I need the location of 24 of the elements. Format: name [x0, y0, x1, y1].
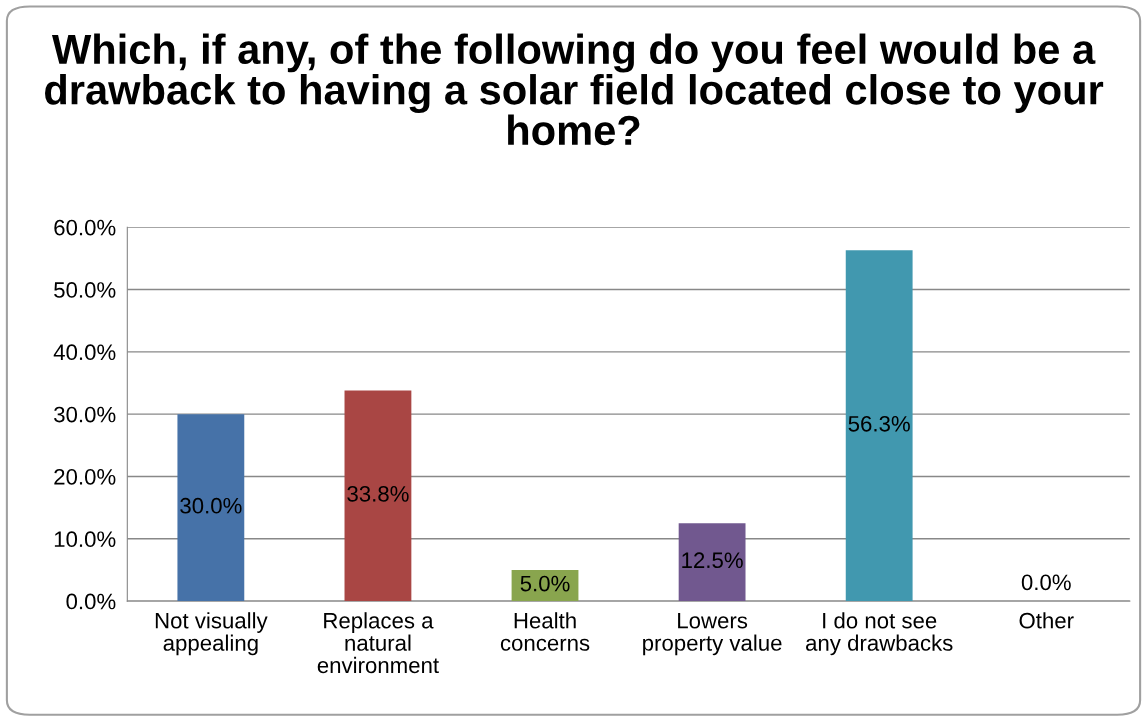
data-label: 5.0%	[520, 575, 570, 592]
bar	[678, 523, 746, 602]
bar	[344, 390, 412, 602]
x-tick-label: Health concerns	[500, 612, 590, 651]
data-label: 12.5%	[682, 552, 743, 569]
y-tick-label: 20.0%	[54, 468, 116, 485]
y-tick-label: 10.0%	[54, 531, 116, 548]
data-label: 0.0%	[1021, 574, 1071, 591]
x-tick-label: Not visually appealing	[155, 612, 268, 656]
data-label: 56.3%	[848, 415, 910, 432]
x-tick-label: Other	[1019, 612, 1074, 629]
y-tick-label: 0.0%	[66, 593, 116, 610]
y-tick-label: 60.0%	[54, 219, 116, 236]
data-label: 30.0%	[180, 497, 242, 514]
bar	[177, 414, 245, 602]
y-tick-label: 40.0%	[53, 344, 116, 361]
bar	[845, 250, 913, 602]
x-tick-label: Lowers property value	[643, 613, 782, 656]
y-tick-label: 50.0%	[54, 282, 116, 298]
data-label: 33.8%	[347, 486, 409, 502]
y-tick-label: 30.0%	[54, 406, 116, 423]
x-tick-label: I do not see any drawbacks	[806, 612, 953, 656]
chart-title: Which, if any, of the following do you feel would be a drawback to having a solar field located close to your home?	[45, 33, 1104, 146]
x-tick-label: Replaces a natural environment	[317, 612, 439, 674]
